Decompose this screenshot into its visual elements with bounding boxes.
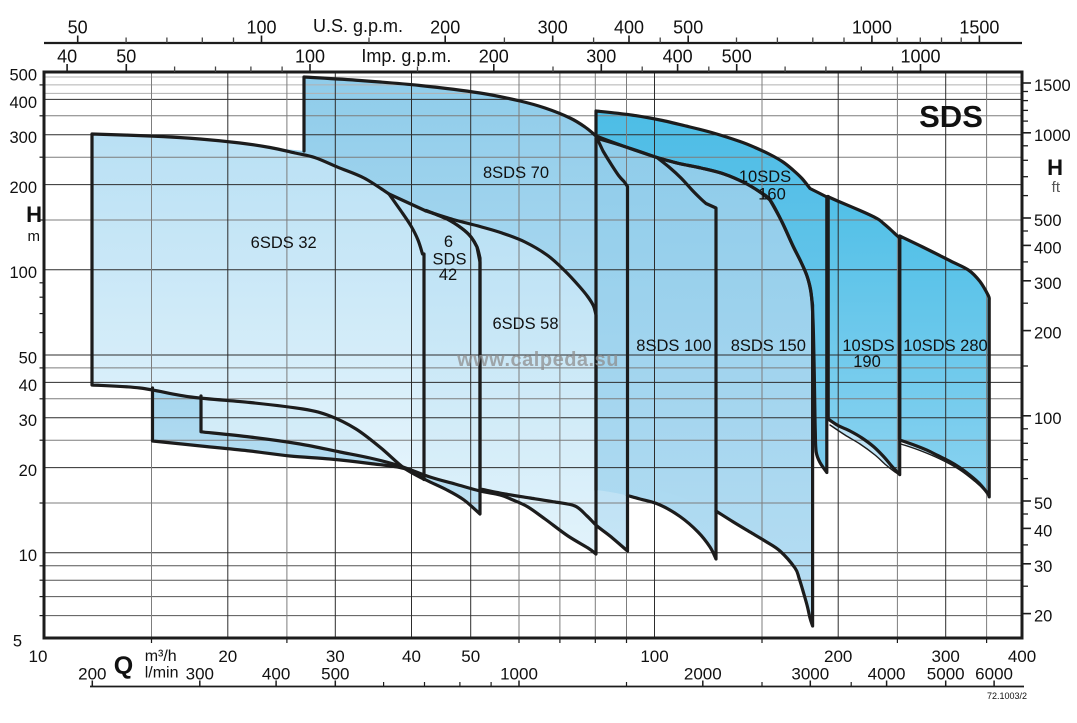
svg-text:H: H [26, 202, 42, 227]
svg-text:H: H [1047, 155, 1063, 180]
svg-text:400: 400 [262, 665, 290, 684]
svg-text:200: 200 [1034, 325, 1062, 343]
svg-text:300: 300 [932, 647, 960, 666]
svg-text:100: 100 [640, 647, 668, 666]
svg-text:300: 300 [1034, 275, 1062, 293]
svg-text:www.calpeda.su: www.calpeda.su [456, 349, 619, 371]
svg-text:40: 40 [1034, 522, 1052, 540]
svg-text:8SDS 100: 8SDS 100 [636, 337, 711, 355]
svg-text:U.S. g.p.m.: U.S. g.p.m. [313, 16, 403, 36]
svg-text:300: 300 [9, 129, 37, 147]
svg-text:m³/h: m³/h [145, 648, 177, 665]
svg-text:ft: ft [1052, 179, 1061, 196]
svg-text:100: 100 [9, 264, 37, 282]
svg-text:500: 500 [722, 47, 752, 67]
svg-text:42: 42 [439, 266, 457, 284]
svg-text:1500: 1500 [959, 18, 999, 38]
svg-text:10SDS: 10SDS [842, 337, 894, 355]
svg-text:1000: 1000 [1034, 127, 1071, 145]
svg-text:100: 100 [295, 47, 325, 67]
svg-text:6000: 6000 [975, 665, 1013, 684]
svg-text:400: 400 [663, 47, 693, 67]
svg-text:500: 500 [9, 66, 37, 84]
svg-text:30: 30 [19, 412, 37, 430]
svg-text:l/min: l/min [145, 665, 179, 682]
svg-text:400: 400 [614, 18, 644, 38]
svg-text:50: 50 [68, 18, 88, 38]
svg-text:10SDS: 10SDS [739, 168, 791, 186]
svg-text:30: 30 [1034, 558, 1052, 576]
svg-text:3000: 3000 [791, 665, 829, 684]
svg-text:SDS: SDS [919, 99, 983, 134]
svg-text:500: 500 [1034, 212, 1062, 230]
svg-text:40: 40 [57, 47, 77, 67]
svg-text:100: 100 [246, 18, 276, 38]
svg-text:1000: 1000 [500, 665, 538, 684]
svg-text:20: 20 [218, 647, 237, 666]
svg-text:30: 30 [326, 647, 345, 666]
svg-text:1500: 1500 [1034, 77, 1071, 95]
svg-text:2000: 2000 [684, 665, 722, 684]
svg-text:8SDS 150: 8SDS 150 [731, 337, 806, 355]
svg-text:300: 300 [586, 47, 616, 67]
svg-text:160: 160 [758, 186, 786, 204]
svg-text:8SDS 70: 8SDS 70 [483, 164, 549, 182]
svg-text:72.1003/2: 72.1003/2 [987, 691, 1027, 701]
svg-text:50: 50 [461, 647, 480, 666]
svg-text:200: 200 [430, 18, 460, 38]
svg-text:6SDS 32: 6SDS 32 [251, 234, 317, 252]
svg-text:5000: 5000 [927, 665, 965, 684]
svg-text:500: 500 [321, 665, 349, 684]
svg-text:100: 100 [1034, 410, 1062, 428]
svg-text:Imp. g.p.m.: Imp. g.p.m. [361, 46, 451, 66]
svg-text:200: 200 [824, 647, 852, 666]
svg-text:40: 40 [402, 647, 421, 666]
svg-text:m: m [28, 228, 41, 245]
svg-text:10: 10 [19, 547, 37, 565]
svg-text:5: 5 [13, 632, 22, 650]
svg-text:6SDS 58: 6SDS 58 [492, 315, 558, 333]
svg-text:50: 50 [1034, 495, 1052, 513]
svg-text:1000: 1000 [900, 47, 940, 67]
svg-text:300: 300 [538, 18, 568, 38]
svg-text:20: 20 [1034, 608, 1052, 626]
svg-text:40: 40 [19, 377, 37, 395]
svg-text:50: 50 [116, 47, 136, 67]
svg-text:10SDS 280: 10SDS 280 [903, 337, 987, 355]
svg-text:200: 200 [78, 665, 106, 684]
svg-text:1000: 1000 [852, 18, 892, 38]
svg-text:6: 6 [444, 233, 453, 251]
svg-text:20: 20 [19, 462, 37, 480]
svg-text:400: 400 [1008, 647, 1036, 666]
svg-text:190: 190 [853, 353, 881, 371]
svg-text:4000: 4000 [868, 665, 906, 684]
svg-text:200: 200 [9, 179, 37, 197]
svg-text:50: 50 [19, 349, 37, 367]
svg-text:300: 300 [186, 665, 214, 684]
svg-text:400: 400 [9, 94, 37, 112]
svg-text:SDS: SDS [433, 251, 467, 269]
svg-text:200: 200 [479, 47, 509, 67]
svg-text:10: 10 [29, 647, 48, 666]
svg-text:Q: Q [114, 652, 133, 680]
svg-text:500: 500 [673, 18, 703, 38]
svg-text:400: 400 [1034, 239, 1062, 257]
